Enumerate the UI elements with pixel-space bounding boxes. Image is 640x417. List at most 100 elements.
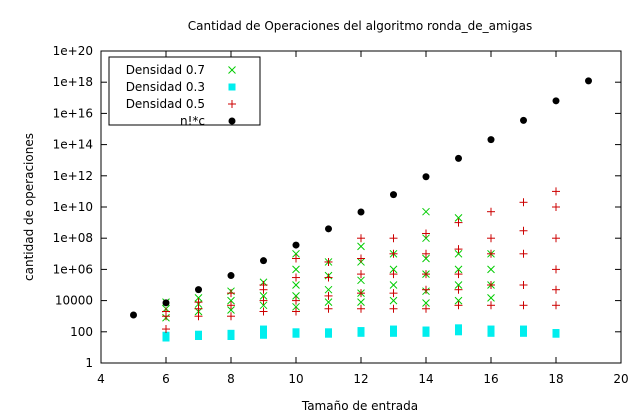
y-tick-label: 1	[85, 356, 93, 370]
data-point	[519, 226, 528, 235]
data-point	[487, 329, 495, 337]
data-point-stroke	[454, 281, 463, 289]
x-tick-label: 14	[418, 372, 433, 386]
data-point	[487, 301, 495, 310]
data-point	[487, 325, 495, 333]
data-point	[552, 234, 560, 243]
data-point	[324, 285, 333, 294]
data-point	[390, 325, 397, 333]
data-point-stroke	[357, 298, 365, 306]
data-point	[325, 328, 332, 336]
data-point	[422, 304, 430, 313]
data-point	[454, 301, 463, 310]
data-point	[454, 249, 463, 258]
data-point-stroke	[259, 292, 268, 300]
data-point	[357, 298, 365, 306]
data-point-stroke	[422, 254, 430, 263]
legend-label: Densidad 0.7	[126, 63, 205, 77]
chart-title: Cantidad de Operaciones del algoritmo ro…	[188, 19, 532, 33]
data-point	[324, 273, 333, 282]
data-point-stroke	[194, 293, 203, 302]
data-point	[454, 285, 463, 294]
x-tick-label: 12	[353, 372, 368, 386]
data-point	[552, 203, 560, 211]
x-tick-label: 4	[97, 372, 105, 386]
data-point	[194, 293, 203, 302]
data-point-stroke	[454, 249, 463, 258]
data-point	[487, 207, 495, 216]
data-point	[422, 254, 430, 263]
legend-marker	[228, 117, 236, 125]
y-tick-label: 1e+10	[53, 200, 93, 214]
legend-marker	[228, 83, 236, 91]
data-point	[162, 299, 170, 307]
data-point	[552, 97, 560, 105]
data-point-stroke	[454, 265, 463, 274]
data-point	[324, 291, 333, 300]
data-point-stroke	[389, 296, 398, 305]
data-point-stroke	[389, 265, 398, 274]
data-point	[260, 257, 267, 265]
data-point	[389, 249, 398, 258]
data-point	[422, 249, 430, 258]
data-point	[455, 324, 462, 332]
data-point	[552, 301, 560, 310]
data-point	[389, 270, 398, 279]
legend-marker	[228, 100, 236, 108]
y-tick-label: 1e+06	[53, 262, 93, 276]
data-point	[389, 289, 398, 298]
data-point-stroke	[324, 298, 333, 306]
legend-label: Densidad 0.3	[126, 80, 205, 94]
y-tick-label: 1e+16	[53, 106, 93, 120]
data-point	[357, 254, 365, 263]
data-point	[292, 254, 300, 263]
data-point	[487, 136, 495, 144]
y-tick-label: 1e+14	[53, 138, 93, 152]
data-point	[357, 208, 365, 216]
data-point	[357, 304, 365, 313]
data-point	[389, 234, 398, 243]
data-point	[292, 292, 300, 300]
data-points	[130, 77, 592, 342]
data-point	[292, 302, 300, 311]
data-point	[455, 154, 462, 162]
data-point	[389, 296, 398, 305]
data-point-stroke	[389, 281, 398, 289]
data-point	[162, 307, 170, 316]
data-point	[357, 327, 365, 335]
data-point-stroke	[292, 265, 300, 274]
data-point	[552, 187, 560, 196]
series-1	[162, 324, 560, 342]
data-point	[194, 312, 203, 321]
data-point	[422, 234, 430, 243]
x-tick-label: 6	[162, 372, 170, 386]
data-point	[259, 281, 268, 289]
data-point-stroke	[227, 296, 235, 305]
data-point	[292, 273, 300, 282]
data-point-stroke	[357, 276, 365, 285]
legend-label: n!*c	[180, 114, 205, 128]
data-point	[259, 292, 268, 300]
x-tick-label: 16	[483, 372, 498, 386]
data-point	[259, 296, 268, 305]
data-point	[389, 281, 398, 289]
y-axis-label: cantidad de operaciones	[22, 133, 36, 281]
data-point	[552, 329, 560, 337]
series-3	[130, 77, 592, 319]
data-point	[455, 328, 462, 336]
data-point	[519, 249, 528, 258]
data-point-stroke	[422, 207, 430, 216]
y-tick-label: 1e+08	[53, 231, 93, 245]
data-point	[422, 173, 430, 181]
data-point	[260, 331, 267, 339]
data-point	[227, 301, 235, 310]
data-point-stroke	[422, 234, 430, 243]
legend-box	[108, 56, 261, 126]
data-point	[227, 296, 235, 305]
data-point	[487, 281, 495, 289]
data-point	[422, 299, 430, 307]
data-point	[325, 225, 332, 233]
y-tick-label: 1e+18	[53, 75, 93, 89]
data-point	[292, 296, 300, 305]
